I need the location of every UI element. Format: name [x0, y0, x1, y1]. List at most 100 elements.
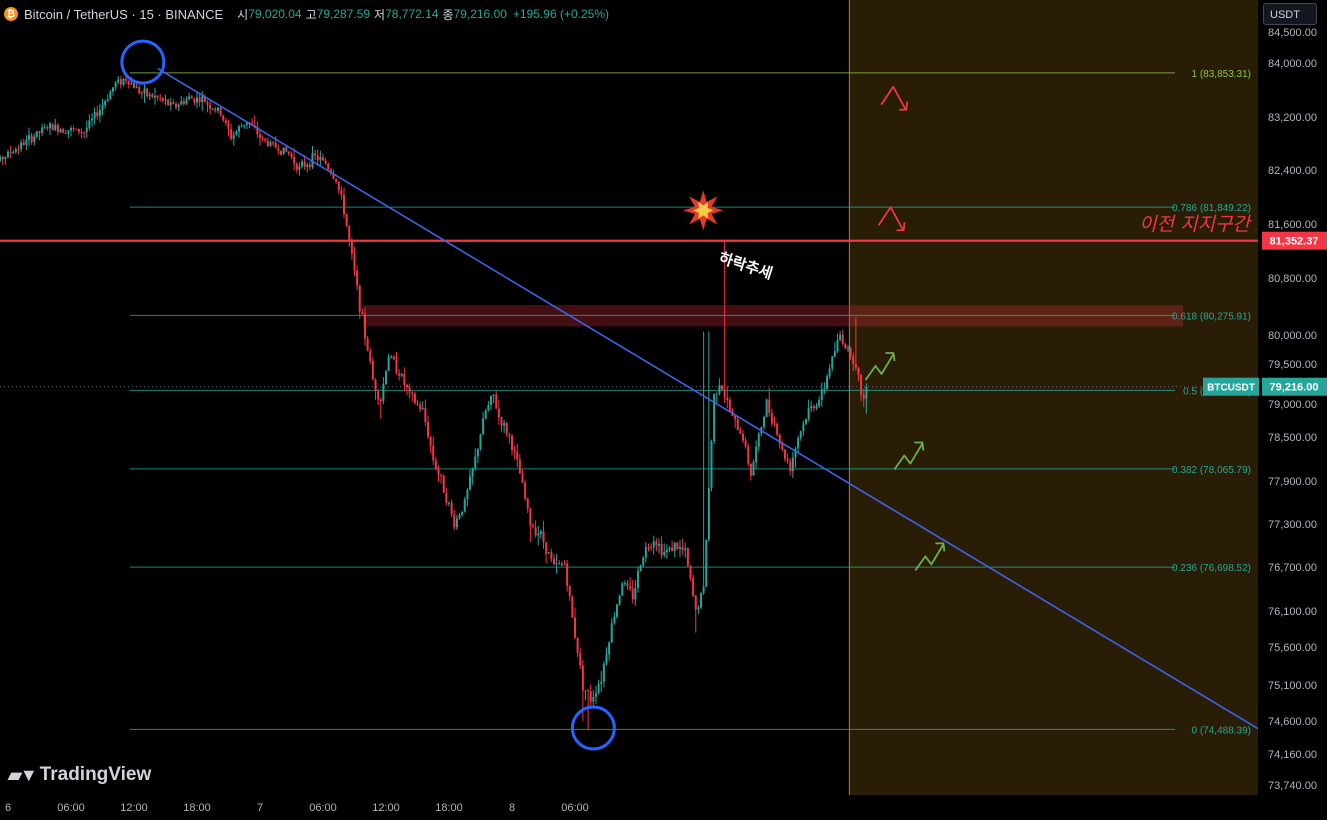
candle-body: [744, 440, 747, 447]
candle-body: [618, 595, 621, 605]
candle-body: [784, 449, 786, 459]
candle-body: [148, 94, 151, 96]
candle-body: [272, 142, 275, 144]
currency-button[interactable]: USDT: [1263, 3, 1317, 25]
candle-body: [752, 462, 755, 476]
candle-body: [238, 126, 240, 132]
candle-body: [88, 120, 91, 128]
candle-body: [505, 423, 508, 435]
candle-body: [597, 683, 600, 694]
open-label: 시: [237, 7, 249, 22]
candle-body: [429, 436, 432, 446]
candle-body: [154, 95, 156, 98]
candle-body: [112, 87, 114, 92]
candle-body: [461, 511, 464, 515]
candle-body: [256, 126, 259, 135]
candle-body: [773, 423, 776, 425]
candle-body: [707, 487, 710, 540]
candle-body: [49, 123, 51, 129]
candle-body: [106, 99, 109, 101]
candle-body: [151, 94, 154, 98]
candle-body: [374, 379, 377, 392]
candle-body: [119, 79, 122, 85]
candle-body: [644, 547, 647, 558]
candle-body: [227, 123, 230, 129]
candle-body: [450, 502, 453, 515]
candle-body: [169, 102, 172, 106]
candle-body: [663, 552, 666, 556]
candle-body: [610, 623, 613, 643]
candle-body: [17, 149, 20, 151]
candle-body: [382, 383, 385, 402]
candle-body: [343, 194, 345, 215]
candle-body: [316, 155, 319, 161]
candle-body: [755, 446, 758, 463]
candle-body: [371, 361, 374, 380]
candle-body: [684, 548, 687, 551]
candle-body: [791, 457, 794, 471]
candle-body: [54, 124, 57, 131]
candle-body: [495, 394, 498, 409]
candle-body: [518, 459, 521, 474]
candle-body: [647, 547, 650, 549]
candle-body: [290, 153, 293, 157]
time-tick-label: 18:00: [183, 802, 211, 814]
low-value: 78,772.14: [385, 7, 439, 21]
tradingview-logo: ▰▼ TradingView: [8, 764, 151, 786]
time-tick-label: 7: [257, 802, 263, 814]
candle-body: [463, 499, 466, 512]
fib-level-label: 0.786 (81,849.22): [1172, 203, 1251, 214]
candle-body: [353, 253, 356, 271]
candle-body: [563, 563, 566, 565]
high-label: 고: [305, 7, 317, 22]
candle-body: [301, 161, 303, 167]
candle-body: [526, 498, 529, 509]
candle-body: [424, 407, 427, 423]
candle-body: [62, 129, 65, 134]
trendline: [157, 67, 1259, 730]
candle-body: [41, 127, 44, 133]
time-tick-label: 8: [509, 802, 515, 814]
candle-body: [59, 129, 62, 133]
candle-body: [852, 356, 855, 364]
candle-body: [778, 434, 781, 444]
candle-body: [445, 492, 448, 503]
candle-body: [193, 98, 196, 103]
candle-body: [172, 102, 175, 104]
candle-body: [303, 161, 306, 167]
symbol-title[interactable]: Bitcoin / TetherUS · 15 · BINANCE: [24, 6, 224, 22]
candle-body: [715, 393, 718, 395]
price-tick-label: 75,600.00: [1268, 642, 1317, 654]
time-axis[interactable]: [0, 795, 1327, 820]
candle-body: [497, 408, 500, 418]
highlight-circle: [120, 39, 166, 85]
candle-body: [161, 98, 164, 101]
time-tick-label: 12:00: [120, 802, 148, 814]
candle-body: [839, 334, 842, 341]
candle-body: [474, 456, 477, 468]
candle-body: [219, 107, 222, 116]
candle-body: [350, 240, 353, 254]
candle-body: [264, 138, 267, 141]
candle-body: [581, 665, 584, 691]
candle-body: [629, 586, 632, 589]
candle-body: [122, 78, 125, 85]
candle-body: [560, 563, 563, 565]
candle-body: [235, 131, 238, 135]
price-tick-label: 77,900.00: [1268, 476, 1317, 488]
price-axis[interactable]: [1258, 0, 1327, 820]
candle-body: [847, 347, 849, 349]
candle-body: [579, 653, 582, 666]
candle-body: [605, 654, 608, 664]
candle-body: [513, 450, 516, 453]
candle-body: [673, 542, 676, 552]
candle-body: [726, 397, 729, 401]
current-price-tag: [1262, 377, 1327, 396]
candle-body: [718, 385, 721, 394]
candle-body: [833, 351, 836, 357]
candle-body: [589, 691, 592, 702]
candle-body: [35, 131, 38, 137]
candle-body: [734, 415, 737, 420]
candle-body: [613, 616, 616, 624]
